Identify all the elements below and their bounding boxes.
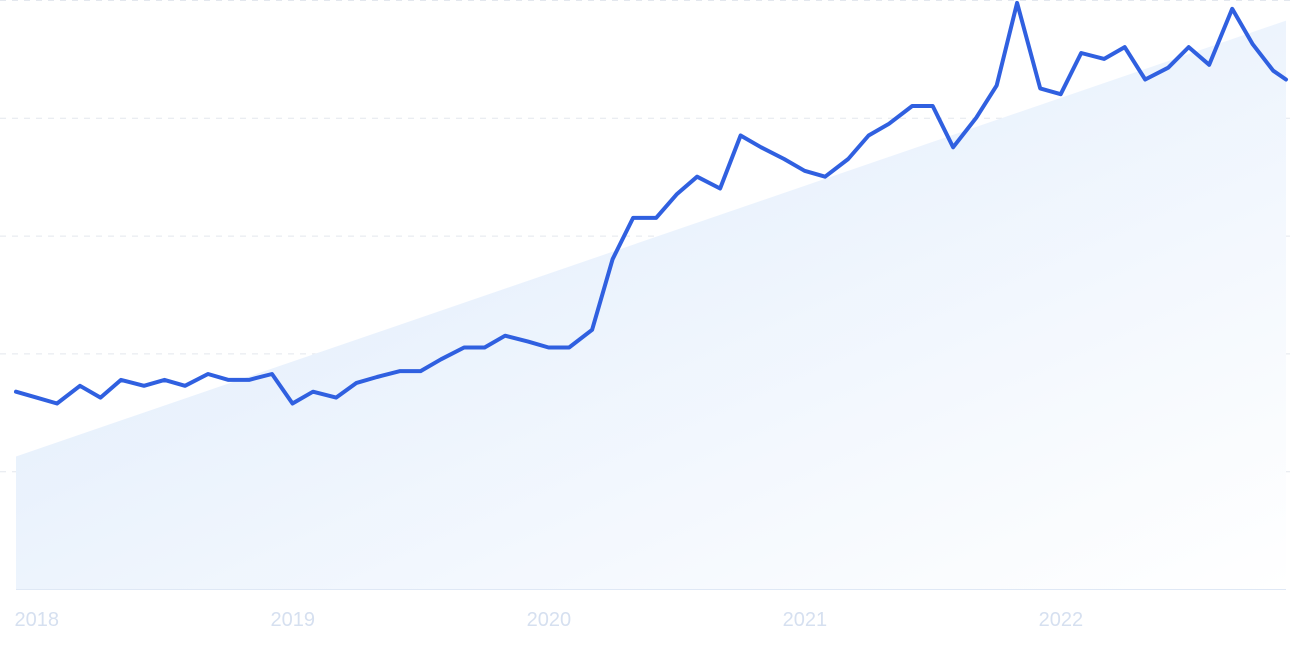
x-tick-label: 2019: [271, 609, 316, 631]
x-tick-label: 2018: [14, 609, 59, 631]
series-line-0: [14, 0, 1288, 406]
x-tick-label: 2022: [1039, 609, 1084, 631]
x-axis-ticks: 2018 2019 2020 2021 2022: [14, 609, 1083, 631]
trend-area: [16, 20, 1286, 590]
series-layer: [14, 0, 1288, 406]
x-tick-label: 2021: [783, 609, 828, 631]
x-tick-label: 2020: [527, 609, 572, 631]
